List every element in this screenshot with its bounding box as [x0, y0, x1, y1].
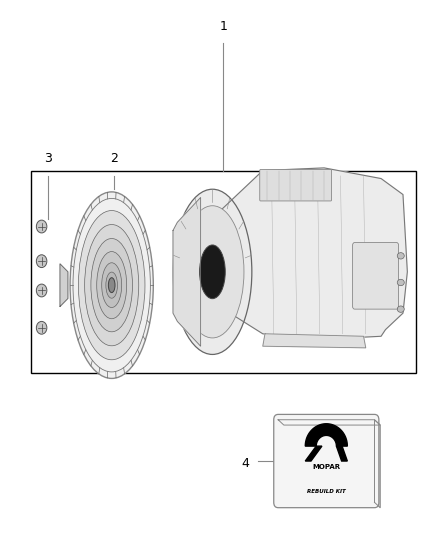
Ellipse shape: [108, 278, 115, 293]
FancyBboxPatch shape: [353, 243, 399, 309]
Bar: [31, 171, 416, 373]
Text: 2: 2: [110, 152, 118, 165]
Polygon shape: [173, 198, 201, 346]
Ellipse shape: [91, 238, 132, 332]
Polygon shape: [217, 168, 407, 340]
Polygon shape: [60, 264, 68, 306]
Text: MOPAR: MOPAR: [312, 464, 340, 470]
Polygon shape: [263, 334, 366, 348]
Circle shape: [36, 255, 47, 268]
Circle shape: [36, 321, 47, 334]
Ellipse shape: [102, 263, 122, 308]
Ellipse shape: [78, 211, 145, 360]
Ellipse shape: [97, 252, 127, 319]
Text: 3: 3: [44, 152, 52, 165]
Ellipse shape: [200, 245, 225, 298]
Ellipse shape: [397, 253, 404, 259]
Ellipse shape: [70, 192, 153, 378]
Ellipse shape: [397, 279, 404, 286]
FancyBboxPatch shape: [260, 169, 332, 201]
Text: 4: 4: [241, 457, 249, 470]
Polygon shape: [305, 446, 322, 461]
Ellipse shape: [85, 224, 139, 346]
Ellipse shape: [181, 206, 244, 338]
Ellipse shape: [397, 306, 404, 312]
Polygon shape: [336, 446, 347, 461]
Circle shape: [36, 220, 47, 233]
FancyBboxPatch shape: [274, 415, 379, 507]
Ellipse shape: [173, 189, 252, 354]
Polygon shape: [305, 424, 347, 446]
Text: 1: 1: [219, 20, 227, 33]
Polygon shape: [278, 420, 380, 425]
Ellipse shape: [106, 272, 117, 298]
Circle shape: [36, 284, 47, 297]
Text: REBUILD KIT: REBUILD KIT: [307, 489, 346, 495]
Polygon shape: [374, 420, 380, 507]
